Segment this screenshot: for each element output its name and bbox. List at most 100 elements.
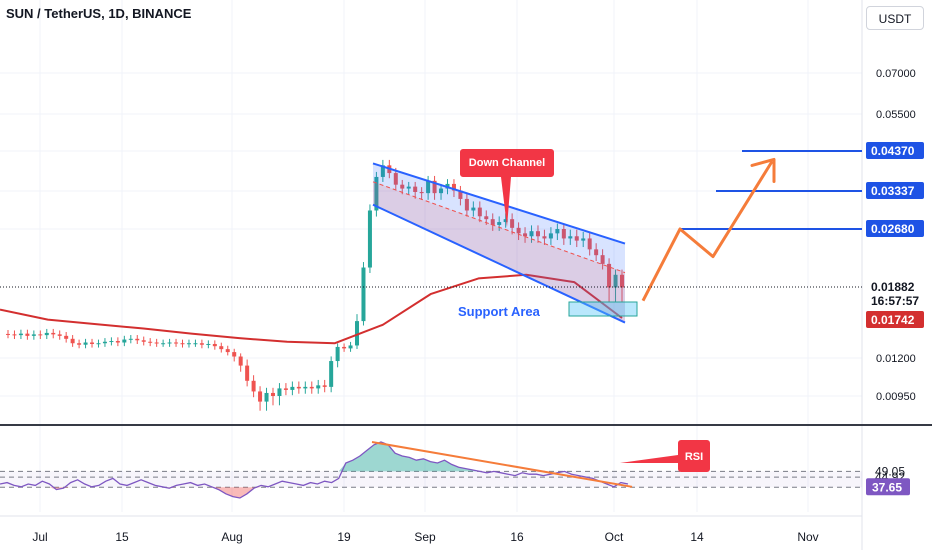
candle [535, 231, 540, 237]
candle [309, 386, 314, 389]
candle [115, 341, 120, 343]
candle [426, 180, 431, 194]
candle [316, 385, 321, 389]
candle [374, 176, 379, 211]
candle [413, 186, 418, 192]
candle [44, 332, 49, 336]
support-area-box [568, 301, 638, 317]
candle [458, 190, 463, 199]
candle [497, 222, 502, 225]
candle [96, 343, 101, 345]
time-axis-label: 19 [337, 530, 351, 544]
candle [367, 210, 372, 268]
down-channel-label: Down Channel [469, 157, 545, 169]
candle [510, 219, 515, 228]
candle [296, 386, 301, 389]
candle [348, 345, 353, 349]
candle [419, 191, 424, 194]
candle [342, 346, 347, 349]
time-axis-label: Aug [221, 530, 242, 544]
price-tag-label: 0.01742 [871, 313, 915, 327]
candle [199, 343, 204, 345]
candle [174, 342, 179, 344]
price-tag [866, 142, 924, 159]
candle [400, 184, 405, 189]
candle [451, 183, 456, 191]
price-axis-label: 0.05500 [876, 109, 916, 121]
candle [283, 388, 288, 390]
candle [258, 391, 263, 402]
rsi-level-label: 49.05 [875, 464, 905, 478]
candle [51, 332, 56, 335]
candle [70, 338, 75, 344]
candle [303, 386, 308, 389]
candle [600, 255, 605, 264]
candle [251, 380, 256, 392]
candle [238, 356, 243, 366]
candle [477, 207, 482, 217]
candle [141, 340, 146, 342]
price-axis-label: 0.00950 [876, 391, 916, 403]
time-axis-label: 16 [510, 530, 524, 544]
rsi-value-tag [866, 478, 910, 496]
candle [186, 343, 191, 345]
candle [329, 361, 334, 387]
rsi-divergence-line [371, 441, 633, 488]
candle [555, 229, 560, 234]
candle [380, 165, 385, 177]
time-axis-label: 14 [690, 530, 704, 544]
currency-button[interactable]: USDT [866, 6, 924, 30]
rsi-callout [620, 440, 710, 472]
candle [12, 334, 17, 336]
projection-arrowhead [750, 157, 776, 183]
candle [38, 334, 43, 336]
candle [503, 219, 508, 223]
candle [542, 236, 547, 239]
price-tag-label: 0.03337 [871, 184, 915, 198]
price-tag-label: 0.01882 [871, 280, 915, 294]
candle [212, 343, 217, 347]
candle [290, 386, 295, 390]
candle [77, 343, 82, 345]
price-tag-label: 16:57:57 [871, 294, 919, 308]
candle [193, 343, 198, 345]
candle [25, 333, 30, 336]
time-axis-label: 15 [115, 530, 129, 544]
candle [439, 188, 444, 194]
candle [613, 274, 618, 288]
candle [607, 263, 612, 288]
support-area-label: Support Area [458, 304, 541, 319]
price-tag [866, 292, 924, 309]
candle [5, 333, 11, 335]
candle [548, 233, 553, 239]
candle [57, 334, 62, 336]
candle [355, 321, 360, 346]
candle [31, 334, 36, 336]
candle [464, 198, 469, 211]
candle [432, 180, 437, 194]
candle [128, 338, 133, 340]
price-axis-label: 0.01200 [876, 353, 916, 365]
candle [529, 231, 534, 237]
price-tag [866, 311, 924, 328]
candle [406, 186, 411, 189]
candle [393, 173, 398, 185]
candle [122, 339, 127, 343]
candle [561, 229, 566, 239]
candle [64, 335, 69, 339]
candle [219, 346, 224, 350]
rsi-value-label: 37.65 [872, 480, 902, 494]
rsi-line [0, 441, 629, 499]
candle [270, 392, 275, 396]
candle [277, 388, 282, 396]
candle [516, 227, 521, 234]
projection-path [641, 160, 774, 302]
price-axis-label: 0.07000 [876, 68, 916, 80]
candle [109, 341, 114, 343]
candle [167, 342, 172, 344]
candle [322, 385, 327, 387]
time-axis-label: Sep [414, 530, 436, 544]
candle [264, 392, 269, 402]
